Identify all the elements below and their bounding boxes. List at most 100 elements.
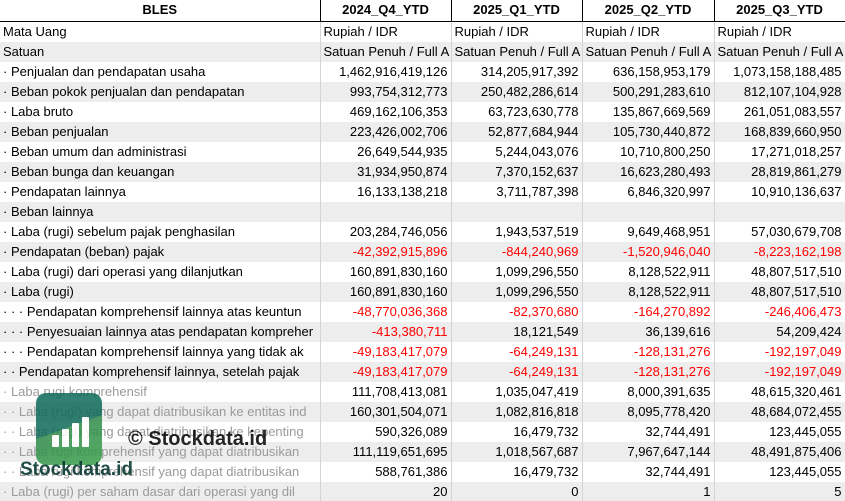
- cell-value[interactable]: 26,649,544,935: [320, 141, 452, 162]
- cell-value[interactable]: 16,623,280,493: [582, 161, 715, 182]
- cell-value[interactable]: -48,770,036,368: [320, 301, 452, 322]
- cell-value[interactable]: 111,708,413,081: [320, 381, 452, 402]
- cell-value[interactable]: 48,684,072,455: [714, 401, 845, 422]
- cell-value[interactable]: -42,392,915,896: [320, 241, 452, 262]
- row-label[interactable]: · · Laba (rugi) yang dapat diatribusikan…: [0, 421, 321, 442]
- header-period-1[interactable]: 2024_Q4_YTD: [320, 0, 452, 22]
- cell-value[interactable]: 812,107,104,928: [714, 81, 845, 102]
- cell-value[interactable]: 1,099,296,550: [451, 281, 583, 302]
- row-label[interactable]: · · Pendapatan komprehensif lainnya, set…: [0, 361, 321, 382]
- cell-value[interactable]: Satuan Penuh / Full A: [714, 41, 845, 62]
- row-label[interactable]: · · · Penyesuaian lainnya atas pendapata…: [0, 321, 321, 342]
- cell-value[interactable]: 3,711,787,398: [451, 181, 583, 202]
- cell-value[interactable]: [582, 201, 715, 222]
- table-row[interactable]: · Pendapatan (beban) pajak -42,392,915,89…: [0, 241, 845, 262]
- cell-value[interactable]: 52,877,684,944: [451, 121, 583, 142]
- cell-value[interactable]: Rupiah / IDR: [451, 21, 583, 42]
- cell-value[interactable]: 160,891,830,160: [320, 261, 452, 282]
- cell-value[interactable]: 20: [320, 481, 452, 501]
- cell-value[interactable]: 500,291,283,610: [582, 81, 715, 102]
- cell-value[interactable]: -192,197,049: [714, 341, 845, 362]
- cell-value[interactable]: 57,030,679,708: [714, 221, 845, 242]
- cell-value[interactable]: 16,133,138,218: [320, 181, 452, 202]
- row-label[interactable]: · · · Pendapatan komprehensif lainnya ya…: [0, 341, 321, 362]
- header-ticker[interactable]: BLES: [0, 0, 321, 22]
- row-label[interactable]: · Beban penjualan: [0, 121, 321, 142]
- cell-value[interactable]: 7,967,647,144: [582, 441, 715, 462]
- cell-value[interactable]: 8,128,522,911: [582, 281, 715, 302]
- table-row[interactable]: · Laba (rugi) sebelum pajak penghasilan 2…: [0, 221, 845, 242]
- table-row[interactable]: · Laba (rugi) 160,891,830,160 1,099,296,55…: [0, 281, 845, 302]
- table-row[interactable]: · · Laba rugi komprehensif yang dapat di…: [0, 461, 845, 482]
- table-row[interactable]: Satuan Satuan Penuh / Full A Satuan Penuh …: [0, 41, 845, 62]
- table-row[interactable]: · Beban pokok penjualan dan pendapatan 99…: [0, 81, 845, 102]
- row-label[interactable]: · · · Pendapatan komprehensif lainnya at…: [0, 301, 321, 322]
- cell-value[interactable]: 16,479,732: [451, 461, 583, 482]
- cell-value[interactable]: 48,615,320,461: [714, 381, 845, 402]
- row-label[interactable]: · Beban bunga dan keuangan: [0, 161, 321, 182]
- table-row[interactable]: · · Pendapatan komprehensif lainnya, set…: [0, 361, 845, 382]
- row-label[interactable]: · Penjualan dan pendapatan usaha: [0, 61, 321, 82]
- cell-value[interactable]: 123,445,055: [714, 421, 845, 442]
- cell-value[interactable]: -64,249,131: [451, 341, 583, 362]
- cell-value[interactable]: [320, 201, 452, 222]
- cell-value[interactable]: 160,891,830,160: [320, 281, 452, 302]
- cell-value[interactable]: 36,139,616: [582, 321, 715, 342]
- cell-value[interactable]: 8,095,778,420: [582, 401, 715, 422]
- cell-value[interactable]: Rupiah / IDR: [320, 21, 452, 42]
- cell-value[interactable]: -246,406,473: [714, 301, 845, 322]
- row-label[interactable]: · Beban lainnya: [0, 201, 321, 222]
- row-label[interactable]: · Laba (rugi): [0, 281, 321, 302]
- cell-value[interactable]: 250,482,286,614: [451, 81, 583, 102]
- cell-value[interactable]: [451, 201, 583, 222]
- cell-value[interactable]: Satuan Penuh / Full A: [582, 41, 715, 62]
- cell-value[interactable]: 32,744,491: [582, 421, 715, 442]
- cell-value[interactable]: -164,270,892: [582, 301, 715, 322]
- cell-value[interactable]: 18,121,549: [451, 321, 583, 342]
- cell-value[interactable]: -8,223,162,198: [714, 241, 845, 262]
- cell-value[interactable]: 1: [582, 481, 715, 501]
- cell-value[interactable]: 5,244,043,076: [451, 141, 583, 162]
- table-row[interactable]: · · · Pendapatan komprehensif lainnya at…: [0, 301, 845, 322]
- cell-value[interactable]: -413,380,711: [320, 321, 452, 342]
- cell-value[interactable]: -128,131,276: [582, 341, 715, 362]
- cell-value[interactable]: 28,819,861,279: [714, 161, 845, 182]
- row-label[interactable]: Mata Uang: [0, 21, 321, 42]
- cell-value[interactable]: 636,158,953,179: [582, 61, 715, 82]
- header-period-4[interactable]: 2025_Q3_YTD: [714, 0, 845, 22]
- cell-value[interactable]: Rupiah / IDR: [714, 21, 845, 42]
- cell-value[interactable]: 993,754,312,773: [320, 81, 452, 102]
- cell-value[interactable]: 469,162,106,353: [320, 101, 452, 122]
- cell-value[interactable]: 1,035,047,419: [451, 381, 583, 402]
- row-label[interactable]: · · Laba rugi komprehensif yang dapat di…: [0, 441, 321, 462]
- table-row[interactable]: · Beban umum dan administrasi 26,649,544,…: [0, 141, 845, 162]
- table-row[interactable]: · Beban penjualan 223,426,002,706 52,877,6…: [0, 121, 845, 142]
- cell-value[interactable]: 5: [714, 481, 845, 501]
- row-label[interactable]: · Pendapatan (beban) pajak: [0, 241, 321, 262]
- cell-value[interactable]: -49,183,417,079: [320, 341, 452, 362]
- cell-value[interactable]: 48,807,517,510: [714, 281, 845, 302]
- cell-value[interactable]: 6,846,320,997: [582, 181, 715, 202]
- cell-value[interactable]: 1,018,567,687: [451, 441, 583, 462]
- cell-value[interactable]: 1,073,158,188,485: [714, 61, 845, 82]
- row-label[interactable]: · Laba (rugi) per saham dasar dari opera…: [0, 481, 321, 501]
- header-period-2[interactable]: 2025_Q1_YTD: [451, 0, 583, 22]
- cell-value[interactable]: 48,807,517,510: [714, 261, 845, 282]
- table-row[interactable]: · Beban lainnya: [0, 201, 845, 222]
- cell-value[interactable]: -64,249,131: [451, 361, 583, 382]
- table-row[interactable]: · Laba (rugi) dari operasi yang dilanjut…: [0, 261, 845, 282]
- row-label[interactable]: · Beban pokok penjualan dan pendapatan: [0, 81, 321, 102]
- cell-value[interactable]: -844,240,969: [451, 241, 583, 262]
- cell-value[interactable]: -1,520,946,040: [582, 241, 715, 262]
- table-row[interactable]: · Laba rugi komprehensif 111,708,413,081 1…: [0, 381, 845, 402]
- cell-value[interactable]: 9,649,468,951: [582, 221, 715, 242]
- table-row[interactable]: · Laba bruto 469,162,106,353 63,723,630,77…: [0, 101, 845, 122]
- cell-value[interactable]: 54,209,424: [714, 321, 845, 342]
- cell-value[interactable]: 7,370,152,637: [451, 161, 583, 182]
- row-label[interactable]: · Pendapatan lainnya: [0, 181, 321, 202]
- cell-value[interactable]: -128,131,276: [582, 361, 715, 382]
- table-row[interactable]: · Penjualan dan pendapatan usaha 1,462,91…: [0, 61, 845, 82]
- header-period-3[interactable]: 2025_Q2_YTD: [582, 0, 715, 22]
- table-row[interactable]: · · Laba (rugi) yang dapat diatribusikan…: [0, 421, 845, 442]
- row-label[interactable]: Satuan: [0, 41, 321, 62]
